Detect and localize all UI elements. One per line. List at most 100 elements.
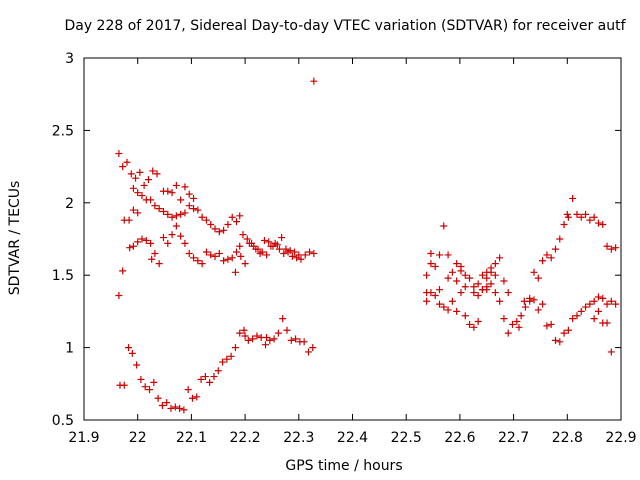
data-point bbox=[534, 306, 542, 314]
data-point bbox=[231, 344, 239, 352]
data-point bbox=[599, 294, 607, 302]
data-point bbox=[539, 257, 547, 265]
data-point bbox=[168, 213, 176, 221]
x-tick-label: 22.6 bbox=[444, 430, 475, 446]
data-point bbox=[144, 176, 152, 184]
data-point bbox=[504, 329, 512, 337]
data-point bbox=[207, 221, 215, 229]
data-point bbox=[483, 274, 491, 282]
data-point bbox=[543, 322, 551, 330]
data-point bbox=[573, 210, 581, 218]
data-point bbox=[269, 242, 277, 250]
data-point bbox=[260, 236, 268, 244]
series-group bbox=[423, 194, 620, 299]
data-point bbox=[236, 242, 244, 250]
data-point bbox=[470, 289, 478, 297]
data-point bbox=[177, 196, 185, 204]
x-tick-label: 22.9 bbox=[605, 430, 636, 446]
x-axis: 21.9 22 22.1 22.2 22.3 22.4 22.5 22.6 22.7 22.8 22… bbox=[68, 58, 637, 446]
data-point bbox=[159, 234, 167, 242]
data-point bbox=[461, 283, 469, 291]
data-point bbox=[263, 333, 271, 341]
data-point bbox=[291, 248, 299, 256]
data-point bbox=[309, 344, 317, 352]
data-point bbox=[515, 323, 523, 331]
data-point bbox=[564, 326, 572, 334]
data-point bbox=[236, 212, 244, 220]
data-point bbox=[444, 251, 452, 259]
data-point bbox=[185, 190, 193, 198]
data-point bbox=[612, 300, 620, 308]
data-point bbox=[279, 315, 287, 323]
data-point bbox=[461, 271, 469, 279]
data-points bbox=[115, 77, 620, 414]
data-point bbox=[224, 255, 232, 263]
data-point bbox=[185, 202, 193, 210]
data-point bbox=[448, 268, 456, 276]
x-tick-label: 22.8 bbox=[552, 430, 583, 446]
data-point bbox=[150, 378, 158, 386]
data-point bbox=[123, 158, 131, 166]
data-point bbox=[263, 251, 271, 259]
data-point bbox=[440, 222, 448, 230]
data-point bbox=[155, 260, 163, 268]
data-point bbox=[181, 183, 189, 191]
data-point bbox=[466, 274, 474, 282]
data-point bbox=[534, 274, 542, 282]
data-point bbox=[509, 320, 517, 328]
data-point bbox=[163, 399, 171, 407]
data-point bbox=[194, 206, 202, 214]
data-point bbox=[132, 174, 140, 182]
data-point bbox=[282, 245, 290, 253]
data-point bbox=[190, 205, 198, 213]
data-point bbox=[115, 150, 123, 158]
data-point bbox=[487, 268, 495, 276]
data-point bbox=[453, 277, 461, 285]
data-point bbox=[224, 221, 232, 229]
data-point bbox=[431, 291, 439, 299]
data-point bbox=[474, 291, 482, 299]
data-point bbox=[119, 267, 127, 275]
data-point bbox=[560, 329, 568, 337]
data-point bbox=[228, 254, 236, 262]
data-point bbox=[569, 315, 577, 323]
data-point bbox=[128, 349, 136, 357]
data-point bbox=[177, 232, 185, 240]
data-point bbox=[136, 168, 144, 176]
data-point bbox=[491, 289, 499, 297]
data-point bbox=[590, 315, 598, 323]
data-point bbox=[547, 320, 555, 328]
data-point bbox=[274, 329, 282, 337]
data-point bbox=[461, 312, 469, 320]
data-point bbox=[120, 381, 128, 389]
y-tick-label: 1 bbox=[65, 341, 74, 357]
data-point bbox=[185, 249, 193, 257]
data-point bbox=[184, 386, 192, 394]
data-point bbox=[551, 245, 559, 253]
data-point bbox=[202, 248, 210, 256]
series-group bbox=[116, 315, 317, 414]
data-point bbox=[168, 231, 176, 239]
data-point bbox=[190, 254, 198, 262]
data-point bbox=[153, 170, 161, 178]
x-tick-label: 22.4 bbox=[337, 430, 368, 446]
data-point bbox=[188, 394, 196, 402]
data-point bbox=[556, 338, 564, 346]
data-point bbox=[306, 248, 314, 256]
data-point bbox=[582, 210, 590, 218]
data-point bbox=[137, 375, 145, 383]
data-point bbox=[126, 244, 134, 252]
data-point bbox=[470, 323, 478, 331]
data-point bbox=[240, 326, 248, 334]
data-point bbox=[129, 206, 137, 214]
data-point bbox=[280, 249, 288, 257]
data-point bbox=[292, 335, 300, 343]
data-point bbox=[201, 373, 209, 381]
data-point bbox=[241, 332, 249, 340]
data-point bbox=[607, 245, 615, 253]
data-point bbox=[127, 170, 135, 178]
data-point bbox=[172, 212, 180, 220]
y-tick-label: 2.5 bbox=[52, 123, 74, 139]
data-point bbox=[193, 393, 201, 401]
